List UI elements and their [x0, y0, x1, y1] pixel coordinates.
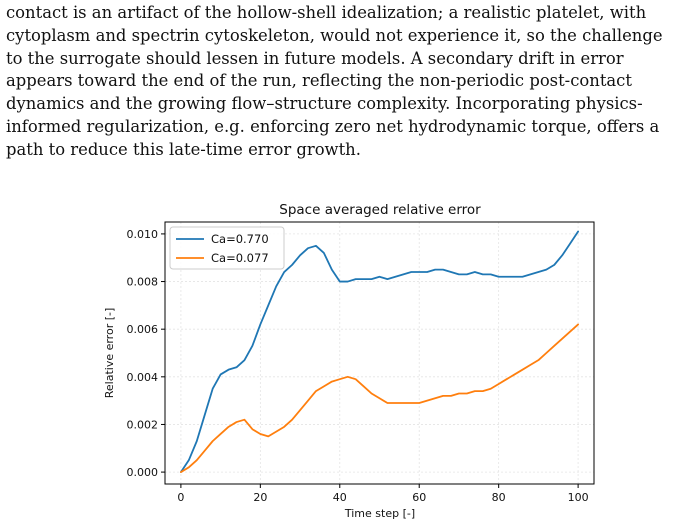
x-tick-label: 40 — [333, 491, 347, 504]
paragraph-line: dynamics and the growing flow–structure … — [6, 94, 643, 114]
ticks: 0 20 40 60 80 100 0.000 0.002 0.004 0.006 0.008 0.0… — [127, 228, 589, 504]
paragraph-line: informed regularization, e.g. enforcing … — [6, 116, 660, 136]
body-paragraph: contact is an artifact of the hollow-she… — [6, 2, 694, 162]
legend-label-ca-0077: Ca=0.077 — [211, 251, 269, 265]
y-tick-label: 0.006 — [127, 323, 159, 336]
series-line-ca-0077 — [179, 323, 580, 473]
x-tick-label: 20 — [253, 491, 267, 504]
paragraph-line: to the surrogate should lessen in future… — [6, 48, 624, 68]
y-tick-label: 0.004 — [127, 371, 159, 384]
legend-label-ca-0770: Ca=0.770 — [211, 232, 269, 246]
paragraph-line: contact is an artifact of the hollow-she… — [6, 3, 647, 22]
y-axis-label: Relative error [-] — [103, 308, 116, 399]
y-tick-label: 0.002 — [127, 418, 159, 431]
paragraph-line: appears toward the end of the run, refle… — [6, 71, 632, 91]
y-tick-label: 0.010 — [127, 228, 159, 241]
x-tick-label: 80 — [492, 491, 506, 504]
x-axis-label: Time step [-] — [344, 507, 415, 520]
y-tick-label: 0.008 — [127, 276, 159, 289]
paragraph-line: path to reduce this late-time error grow… — [6, 139, 361, 159]
paragraph-line: cytoplasm and spectrin cytoskeleton, wou… — [6, 25, 663, 45]
axes-frame — [164, 221, 595, 485]
x-tick-label: 100 — [568, 491, 589, 504]
series-lines — [179, 230, 580, 473]
series-line-ca-0770 — [179, 230, 580, 473]
x-tick-label: 60 — [412, 491, 426, 504]
grid — [165, 222, 594, 484]
legend: Ca=0.770 Ca=0.077 — [169, 226, 285, 270]
chart-title: Space averaged relative error — [279, 202, 481, 218]
x-tick-label: 0 — [177, 491, 184, 504]
y-tick-label: 0.000 — [127, 466, 159, 479]
